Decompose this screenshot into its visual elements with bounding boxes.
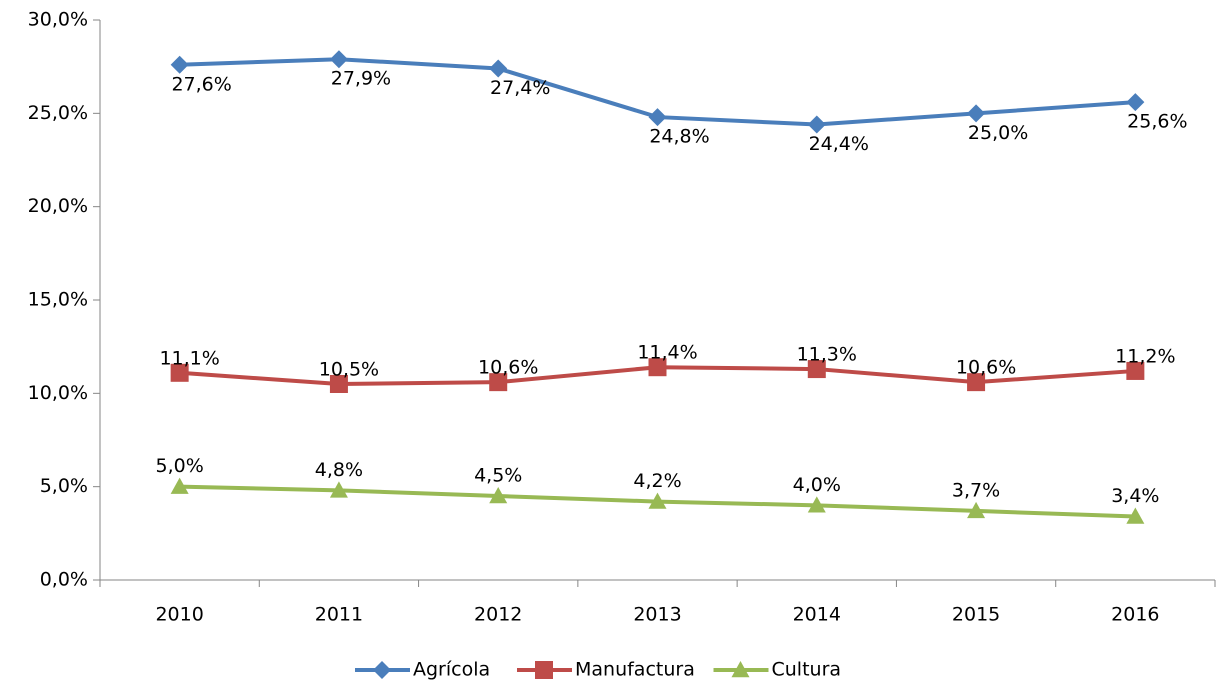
data-label: 4,0%	[793, 474, 841, 496]
data-label: 4,2%	[633, 470, 681, 492]
legend-label: Cultura	[772, 659, 842, 681]
marker	[648, 108, 667, 127]
marker	[535, 661, 553, 679]
marker	[807, 360, 826, 379]
y-tick-label: 15,0%	[28, 289, 88, 311]
marker	[967, 373, 986, 392]
legend-label: Manufactura	[575, 659, 695, 681]
marker	[807, 496, 826, 513]
data-label: 24,8%	[649, 126, 709, 148]
x-tick-label: 2012	[474, 604, 522, 626]
data-label: 11,2%	[1115, 345, 1175, 367]
data-label: 3,4%	[1111, 485, 1159, 507]
data-label: 24,4%	[809, 133, 869, 155]
marker	[329, 481, 348, 498]
marker	[731, 661, 750, 678]
data-label: 25,0%	[968, 122, 1028, 144]
marker	[648, 358, 667, 377]
marker	[329, 50, 348, 69]
y-tick-label: 30,0%	[28, 9, 88, 31]
x-tick-label: 2016	[1111, 604, 1159, 626]
data-label: 11,4%	[637, 342, 697, 364]
y-tick-label: 5,0%	[40, 475, 88, 497]
x-tick-label: 2014	[793, 604, 841, 626]
marker	[373, 661, 391, 679]
data-label: 4,5%	[474, 465, 522, 487]
marker	[807, 115, 826, 134]
data-label: 5,0%	[156, 455, 204, 477]
marker	[1126, 361, 1145, 380]
x-tick-label: 2011	[315, 604, 363, 626]
data-label: 11,1%	[159, 347, 219, 369]
x-tick-label: 2010	[155, 604, 203, 626]
marker	[489, 487, 508, 504]
x-tick-label: 2015	[952, 604, 1000, 626]
data-label: 27,6%	[171, 73, 231, 95]
y-tick-label: 10,0%	[28, 382, 88, 404]
marker	[489, 59, 508, 78]
marker	[489, 373, 508, 392]
data-label: 10,6%	[478, 357, 538, 379]
marker	[329, 375, 348, 393]
marker	[967, 104, 986, 123]
marker	[648, 492, 667, 509]
marker	[170, 55, 189, 74]
data-label: 10,6%	[956, 357, 1016, 379]
y-tick-label: 20,0%	[28, 195, 88, 217]
x-tick-label: 2013	[633, 604, 681, 626]
data-label: 25,6%	[1127, 111, 1187, 133]
marker	[967, 501, 986, 519]
data-label: 11,3%	[797, 344, 857, 366]
data-label: 27,9%	[331, 68, 391, 90]
marker	[1126, 93, 1145, 112]
y-tick-label: 0,0%	[40, 569, 88, 591]
marker	[1126, 507, 1145, 524]
marker	[170, 477, 189, 494]
marker	[170, 363, 189, 382]
data-label: 4,8%	[315, 459, 363, 481]
data-label: 10,5%	[319, 359, 379, 381]
legend-label: Agrícola	[413, 659, 490, 681]
data-label: 3,7%	[952, 479, 1000, 501]
y-tick-label: 25,0%	[28, 102, 88, 124]
data-label: 27,4%	[490, 77, 550, 99]
